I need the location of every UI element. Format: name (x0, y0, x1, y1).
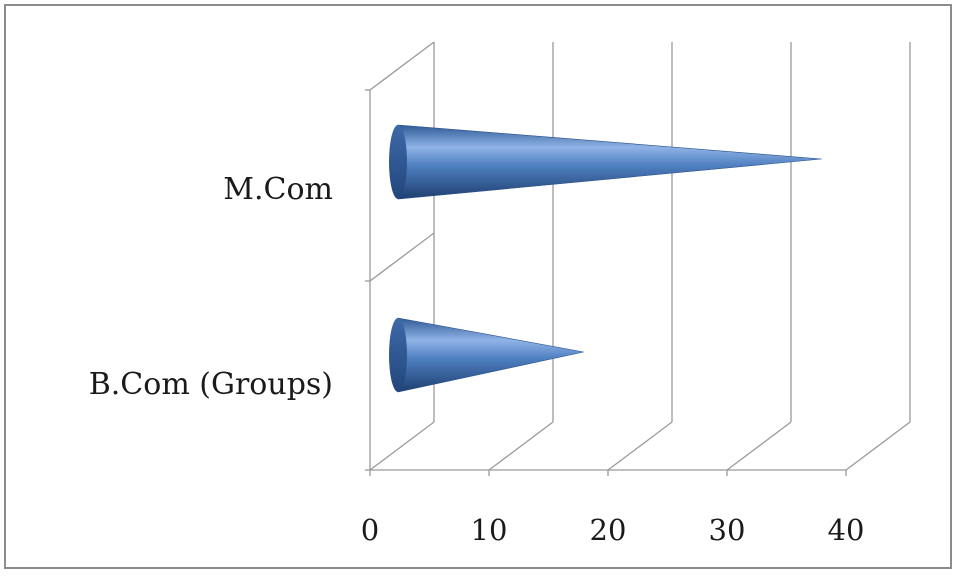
floor-gridline-40 (845, 421, 911, 471)
x-tick-label: 20 (590, 513, 627, 547)
category-label: B.Com (Groups) (89, 367, 333, 402)
x-tick-label: 40 (828, 513, 865, 547)
cone-base (389, 318, 407, 392)
x-tick-label: 30 (709, 513, 746, 547)
chart-cones (389, 124, 822, 393)
floor-gridline-30 (726, 421, 792, 471)
x-tick-label: 0 (361, 513, 379, 547)
left-wall-top-edge (369, 41, 435, 91)
cone-bar (389, 317, 584, 393)
floor-gridline-10 (488, 421, 554, 471)
chart-labels: 0 10 20 30 40 B.Com (Groups) M.Com (89, 172, 865, 547)
floor-gridline-20 (607, 421, 673, 471)
chart-frame (4, 4, 952, 569)
cone-body (397, 124, 822, 200)
x-tick-label: 10 (471, 513, 508, 547)
category-label: M.Com (223, 172, 333, 207)
cone-body (397, 317, 584, 393)
category-separator (369, 232, 435, 282)
cone-bar (389, 124, 822, 200)
chart-walls (365, 41, 911, 476)
floor-gridline-0 (369, 421, 435, 471)
cone-base (389, 125, 407, 199)
